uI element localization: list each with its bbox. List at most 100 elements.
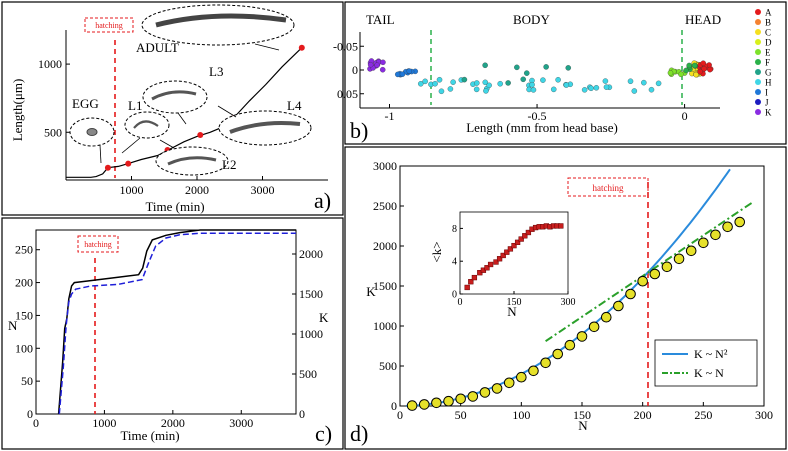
neuron-point [627, 78, 634, 84]
neuron-point [648, 86, 655, 93]
panel-d-frame [344, 146, 787, 450]
panel-c-xtick-label: 0 [33, 416, 39, 430]
neuron-point [379, 66, 386, 73]
inset-data-point [496, 256, 503, 262]
l1-worm-icon [133, 120, 159, 129]
inset-data-point [507, 246, 514, 252]
panel-a-ytick-label: 1000 [38, 57, 62, 71]
region-label-head: HEAD [685, 12, 721, 27]
panel-c-xtick-label: 1000 [92, 416, 116, 430]
legend-class-label: D [765, 38, 772, 48]
panel-d-data-point [455, 393, 466, 405]
l2-worm-icon [167, 156, 217, 166]
panel-c-xlabel: Time (min) [120, 428, 179, 443]
legend-class-label: H [765, 78, 772, 88]
panel-d-data-point [600, 311, 612, 323]
panel-d-xtick-label: 100 [512, 408, 530, 422]
stage-label-l2: L2 [222, 157, 236, 172]
stage-label-l1: L1 [128, 98, 142, 113]
neuron-point [701, 66, 707, 72]
neuron-point [432, 80, 438, 87]
legend-class-label: K [765, 108, 772, 118]
neuron-point [422, 78, 428, 85]
panel-d-data-point [588, 321, 600, 333]
panel-a-growth-curve [66, 47, 303, 178]
panel-b-xlabel: Length (mm from head base) [466, 120, 618, 135]
panel-c-ytick-left-label: 100 [15, 341, 33, 355]
stage-label-l3: L3 [209, 64, 223, 79]
panel-d-data-point [722, 221, 733, 233]
inset-data-point [522, 233, 528, 239]
panel-d-data-point [443, 395, 454, 407]
inset-data-point [525, 229, 532, 236]
inset-ylabel: <k> [429, 241, 444, 262]
panel-d-data-point [685, 245, 697, 257]
panel-d-linear-fit [545, 201, 753, 343]
neuron-point [700, 60, 706, 66]
legend-class-label: F [765, 58, 770, 68]
panel-b-label: b) [350, 118, 368, 143]
neuron-point [631, 88, 638, 94]
neuron-point [667, 70, 674, 76]
neuron-point [486, 82, 492, 89]
panel-b-ytick-label: -0.05 [333, 39, 358, 53]
panel-a-stage-marker [104, 164, 111, 171]
panel-d-data-point [467, 391, 479, 402]
legend-class-label: C [765, 28, 771, 38]
neuron-point [683, 67, 689, 74]
neuron-point [565, 65, 572, 71]
neuron-point [473, 86, 480, 93]
panel-d-data-point [710, 229, 721, 241]
panel-a-stage-marker [125, 160, 132, 167]
neuron-point [655, 80, 662, 87]
panel-c-ylabel-left: N [8, 318, 18, 333]
panel-a-stage-marker [298, 44, 305, 51]
panel-c: 0 1000 2000 3000 0 50 100 150 200 250 0 500 1000 1500… [8, 229, 332, 446]
panel-c-ytick-right-label: 2000 [299, 247, 323, 261]
legend-linear-label: K ~ N [694, 366, 724, 380]
neuron-point [691, 62, 698, 69]
panel-b-xtick-label: -1 [385, 109, 395, 123]
legend-class-swatch [755, 29, 761, 35]
panel-d-data-point [528, 365, 539, 377]
egg-icon [86, 128, 98, 136]
panel-a-ylabel: Length(μm) [10, 79, 25, 142]
panel-d-data-point [673, 253, 685, 265]
neuron-point [450, 79, 456, 85]
inset-xlabel: N [507, 304, 517, 319]
panel-c-plot-area [35, 229, 297, 415]
panel-c-hatching-label: hatching [84, 240, 112, 249]
panel-d-data-point [503, 377, 515, 389]
panel-d-inset: 0 150 300 0 4 8 N <k> [429, 211, 576, 319]
panel-b-ytick-label: 0 [352, 63, 358, 77]
neuron-point [563, 82, 570, 88]
inset-xtick-label: 300 [561, 297, 576, 308]
inset-data-point [468, 279, 474, 285]
neuron-point [693, 71, 699, 78]
l3-worm-icon [151, 90, 197, 101]
panel-d-xtick-label: 0 [397, 408, 403, 422]
panel-d-xlabel: N [578, 418, 588, 433]
panel-d-xtick-label: 50 [455, 408, 467, 422]
neuron-point [505, 80, 511, 86]
panel-d-ytick-label: 2500 [373, 199, 397, 213]
panel-d-label: d) [350, 421, 368, 446]
panel-d-data-point [516, 371, 527, 383]
inset-data-point [487, 261, 494, 268]
panel-d-data-point [406, 400, 418, 411]
legend-quadratic-label: K ~ N² [694, 347, 728, 361]
egg-stage-bubble [69, 117, 115, 164]
legend-class-label: I [765, 88, 768, 98]
panel-a-xtick-label: 3000 [251, 183, 275, 197]
panel-c-ytick-left-label: 150 [15, 308, 33, 322]
legend-class-label: A [765, 8, 772, 18]
panel-a-stage-marker [197, 132, 204, 138]
panel-c-ytick-left-label: 250 [15, 243, 33, 257]
neuron-point [603, 84, 610, 90]
panel-c-ytick-right-label: 1000 [299, 327, 323, 341]
panel-c-k-series-line [58, 232, 296, 415]
panel-c-label: c) [315, 421, 332, 446]
